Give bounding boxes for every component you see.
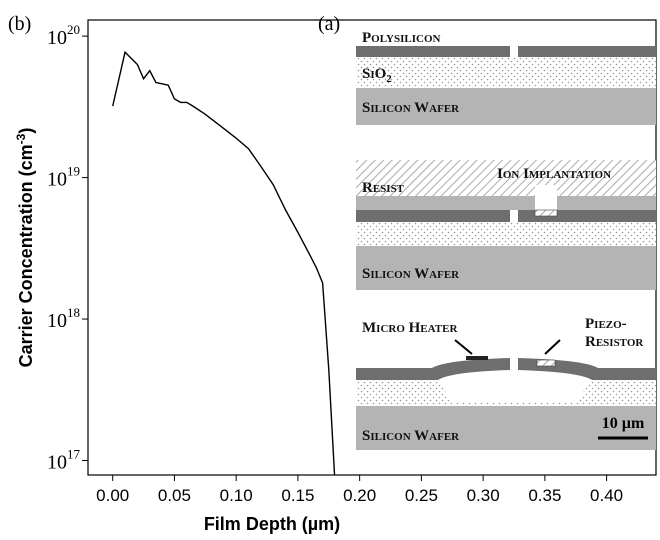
y-label-text: Carrier Concentration (cm [16, 144, 36, 367]
y-tick-label: 1020 [47, 22, 80, 49]
x-tick-label: 0.25 [405, 486, 438, 505]
panel-label: (b) [8, 13, 31, 35]
resistor [536, 359, 556, 367]
layer [356, 246, 656, 290]
layer [356, 57, 656, 88]
x-tick-label: 0.00 [96, 486, 129, 505]
label: Silicon Wafer [362, 428, 460, 444]
tick-base: 10 [47, 452, 67, 474]
layer [356, 358, 510, 380]
heater [466, 356, 488, 360]
tick-base: 10 [47, 169, 67, 191]
label: Resistor [585, 334, 644, 350]
cavity [440, 364, 590, 402]
layer [356, 196, 656, 210]
label: Resist [362, 180, 405, 196]
label: Polysilicon [362, 30, 441, 46]
x-tick-label: 0.40 [590, 486, 623, 505]
x-tick-label: 0.15 [281, 486, 314, 505]
arrow [454, 339, 473, 355]
tick-exponent: 19 [67, 164, 80, 179]
x-tick-label: 0.30 [467, 486, 500, 505]
x-tick-label: 0.05 [158, 486, 191, 505]
x-tick-label: 0.20 [343, 486, 376, 505]
tick-base: 10 [47, 310, 67, 332]
tick-exponent: 17 [67, 447, 81, 462]
layer [356, 160, 656, 196]
diagram: (a) Polysilicon SiO2 Silicon Wafer Resis… [318, 13, 656, 450]
label: SiO2 [362, 66, 392, 85]
x-tick-label: 0.10 [220, 486, 253, 505]
chart: 0.00 0.05 0.10 0.15 0.20 0.25 0.30 0.35 0.401017… [14, 19, 657, 534]
y-axis-label: Carrier Concentration (cm-3) [14, 128, 36, 368]
layer [518, 46, 656, 57]
opening [535, 185, 557, 210]
layer [356, 222, 656, 246]
tick-base: 10 [47, 27, 67, 49]
panel-label: (a) [318, 13, 340, 35]
layer [356, 46, 510, 57]
y-tick-label: 1017 [47, 447, 81, 474]
layer [356, 210, 510, 222]
implant [534, 209, 558, 217]
label: Piezo- [585, 316, 627, 332]
y-label-sup: -3 [14, 133, 28, 144]
data-line [112, 50, 336, 475]
tick-exponent: 20 [67, 22, 80, 37]
layer [356, 406, 656, 450]
label: Silicon Wafer [362, 100, 460, 116]
arrow [544, 339, 561, 355]
label: Micro Heater [362, 320, 458, 336]
x-tick-label: 0.35 [528, 486, 561, 505]
y-tick-label: 1019 [47, 164, 80, 191]
scale-label: 10 µm [602, 415, 645, 432]
label: Silicon Wafer [362, 266, 460, 282]
x-axis-label: Film Depth (µm) [204, 514, 340, 534]
label: Ion Implantation [497, 166, 611, 182]
y-label-end: ) [16, 128, 36, 134]
layer [356, 88, 656, 125]
y-tick-label: 1018 [47, 305, 80, 332]
tick-exponent: 18 [67, 305, 80, 320]
layer [510, 196, 518, 210]
